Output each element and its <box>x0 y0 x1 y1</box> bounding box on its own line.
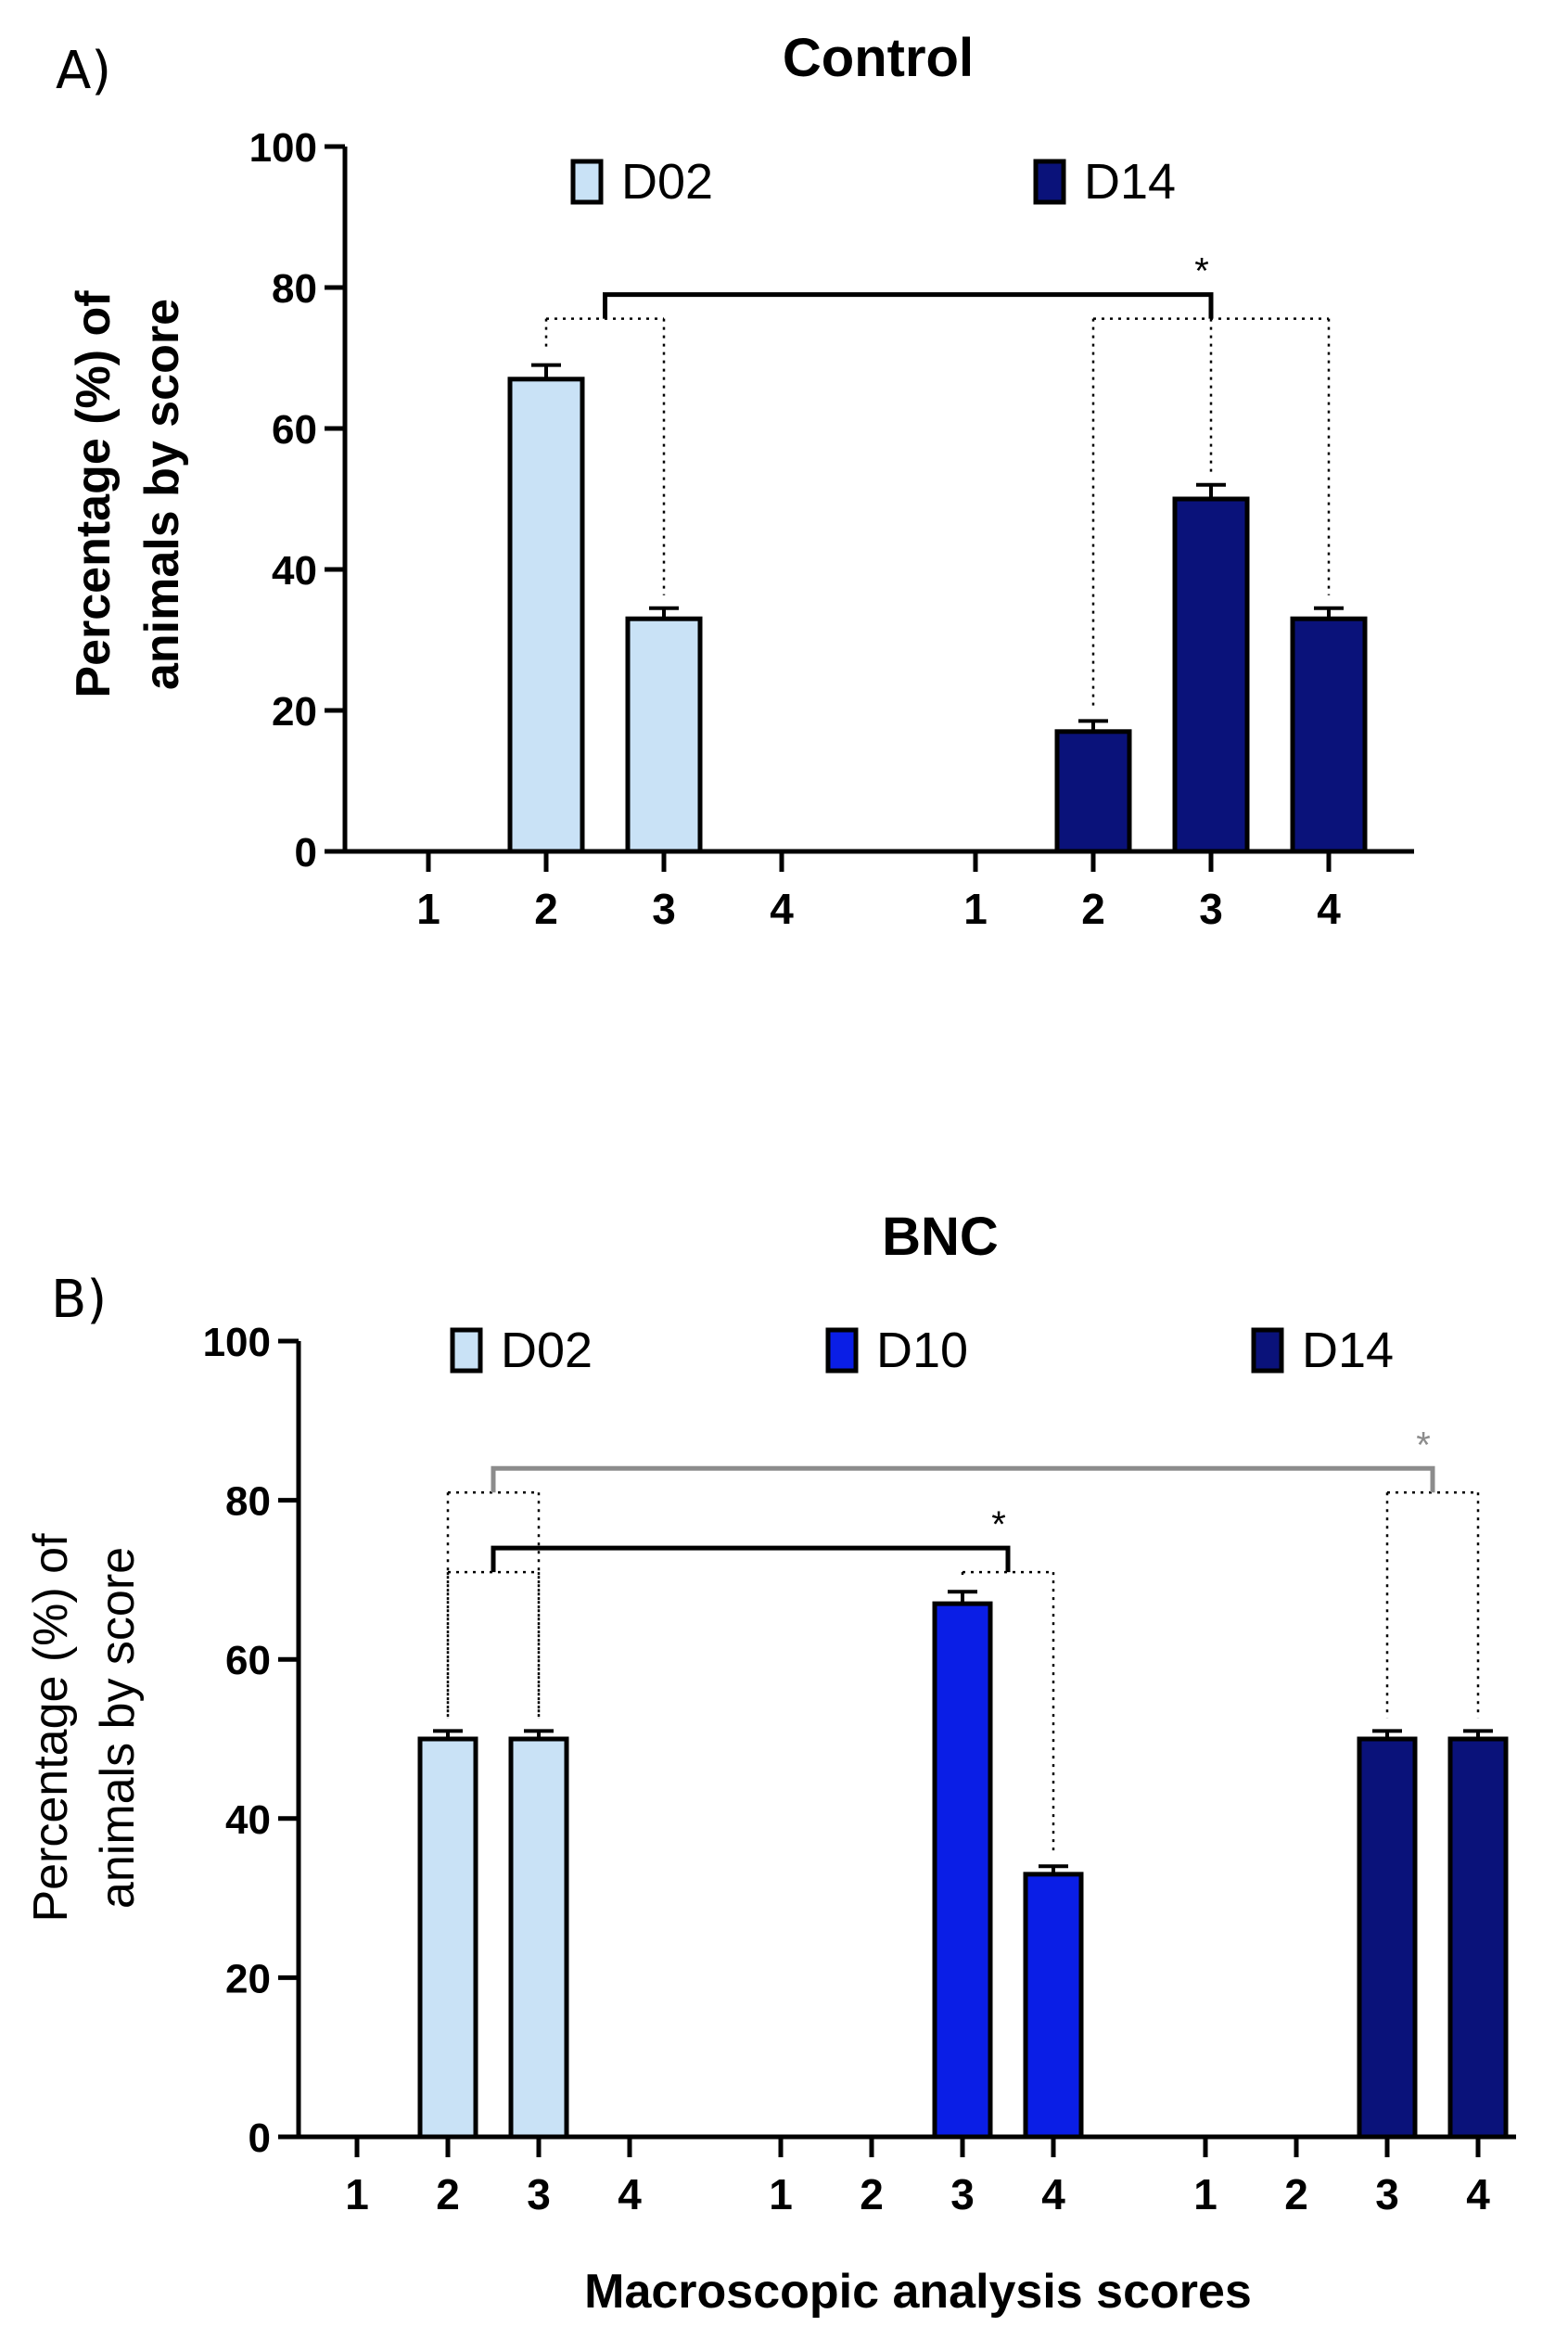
chart-a-title: Control <box>783 28 974 88</box>
chart-a-ylabel-line1: Percentage (%) of <box>67 290 121 698</box>
chart-b-bar-d10-score-3 <box>932 1601 993 2140</box>
chart-b-y-tick-label: 20 <box>225 1956 271 2001</box>
chart-b-significance-bracket <box>491 1465 1435 1493</box>
chart-b-title: BNC <box>882 1207 999 1267</box>
chart-a-x-tick-label: 2 <box>534 885 558 933</box>
chart-a-y-tick-label: 100 <box>249 125 317 171</box>
chart-b-bar-d02-score-3 <box>508 1736 569 2140</box>
chart-b-legend-swatch-d10 <box>825 1327 859 1374</box>
chart-a-y-tick-label: 20 <box>272 689 317 735</box>
chart-b-x-tick-label: 1 <box>769 2170 793 2218</box>
chart-b-y-tick-label: 80 <box>225 1479 271 1525</box>
chart-a-y-tick-label: 80 <box>272 266 317 312</box>
chart-b-y-tick-label: 100 <box>203 1320 271 1365</box>
chart-b-x-tick-label: 4 <box>1041 2170 1065 2218</box>
chart-b-legend-label-d14: D14 <box>1302 1323 1394 1378</box>
chart-a-x-tick-label: 3 <box>652 885 676 933</box>
chart-b-significance-star: * <box>1416 1425 1431 1465</box>
chart-a: 0 20 40 60 80 100 1 2 3 4 1 2 3 4 D02 D14 * <box>249 125 1414 933</box>
chart-a-y-tick-label: 60 <box>272 407 317 453</box>
chart-b-x-tick-label: 2 <box>436 2170 460 2218</box>
chart-a-y-tick-label: 0 <box>295 830 317 876</box>
chart-a-legend-label-d02: D02 <box>621 154 713 210</box>
chart-b-x-tick-label: 1 <box>1193 2170 1217 2218</box>
chart-a-legend-swatch-d02 <box>570 159 604 205</box>
chart-b-ylabel-line1: Percentage (%) of <box>24 1533 78 1923</box>
chart-b-significance-star: * <box>991 1504 1006 1545</box>
chart-b-y-tick-label: 40 <box>225 1797 271 1843</box>
chart-b-bar-d14-score-4 <box>1447 1736 1509 2140</box>
chart-b-x-tick-label: 3 <box>1375 2170 1399 2218</box>
chart-b-ylabel-line2: animals by score <box>91 1547 145 1909</box>
chart-a-legend-label-d14: D14 <box>1084 154 1176 210</box>
chart-a-significance-star: * <box>1194 251 1209 292</box>
chart-a-x-tick-label: 4 <box>1317 885 1341 933</box>
chart-b-x-tick-label: 3 <box>950 2170 975 2218</box>
chart-b-significance-bracket <box>491 1545 1011 1573</box>
chart-b-y-tick-label: 0 <box>249 2116 271 2161</box>
chart-a-bar-d02-score-2 <box>507 377 585 854</box>
chart-a-x-tick-label: 3 <box>1199 885 1223 933</box>
chart-a-bar-d14-score-3 <box>1172 496 1250 854</box>
chart-a-bar-d14-score-4 <box>1290 616 1368 854</box>
chart-a-bar-d14-score-2 <box>1054 729 1132 854</box>
chart-b-legend-swatch-d14 <box>1251 1327 1284 1374</box>
chart-b-x-tick-label: 2 <box>860 2170 884 2218</box>
chart-b-bar-d02-score-2 <box>417 1736 478 2140</box>
chart-b-legend-label-d02: D02 <box>501 1323 593 1378</box>
chart-a-legend-swatch-d14 <box>1033 159 1066 205</box>
chart-a-x-tick-label: 1 <box>963 885 988 933</box>
chart-b-legend-label-d10: D10 <box>876 1323 968 1378</box>
chart-a-y-tick-label: 40 <box>272 548 317 594</box>
chart-b-x-tick-label: 1 <box>345 2170 369 2218</box>
chart-a-x-tick-label: 4 <box>770 885 794 933</box>
chart-a-x-tick-label: 1 <box>416 885 440 933</box>
chart-b: 0 20 40 60 80 100 1 2 3 4 1 2 3 4 1 2 3 4 D02 D10 D14 * * <box>203 1320 1516 2218</box>
chart-a-x-tick-label: 2 <box>1081 885 1105 933</box>
chart-b-x-tick-label: 4 <box>618 2170 642 2218</box>
figure-xlabel: Macroscopic analysis scores <box>584 2265 1252 2319</box>
chart-b-x-tick-label: 3 <box>527 2170 551 2218</box>
chart-a-ylabel-line2: animals by score <box>135 299 189 690</box>
chart-b-x-tick-label: 2 <box>1284 2170 1308 2218</box>
panel-a-label: A) <box>56 41 111 101</box>
chart-a-significance-bracket <box>603 292 1214 319</box>
chart-b-bar-d14-score-3 <box>1357 1736 1418 2140</box>
chart-b-x-tick-label: 4 <box>1466 2170 1490 2218</box>
chart-b-y-tick-label: 60 <box>225 1638 271 1683</box>
chart-b-bar-d10-score-4 <box>1023 1872 1084 2140</box>
chart-b-legend-swatch-d02 <box>450 1327 483 1374</box>
panel-b-label: B) <box>51 1270 107 1330</box>
chart-a-bar-d02-score-3 <box>625 616 703 854</box>
